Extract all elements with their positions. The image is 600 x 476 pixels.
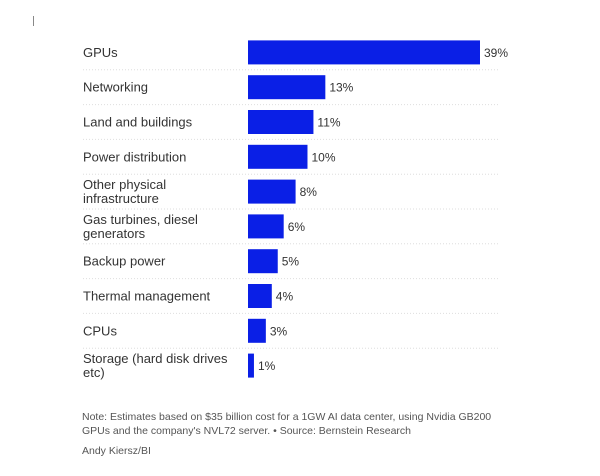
bar (248, 249, 278, 274)
bar (248, 284, 272, 308)
bar (248, 110, 314, 134)
bar (248, 144, 308, 169)
category-label: GPUs (83, 45, 118, 60)
value-label: 8% (300, 185, 318, 199)
bar (248, 318, 266, 343)
value-label: 4% (276, 290, 294, 304)
bar-chart: GPUs 39% Networking 13% Land and buildings 11… (83, 40, 508, 380)
category-label: Backup power (83, 254, 166, 269)
category-label: Storage (hard disk drives etc) (83, 351, 228, 380)
bar (248, 40, 480, 65)
category-label: CPUs (83, 323, 117, 338)
value-label: 5% (282, 255, 300, 269)
category-label: Gas turbines, diesel generators (83, 212, 198, 241)
value-label: 13% (329, 81, 353, 95)
value-label: 11% (317, 116, 340, 130)
value-label: 10% (311, 150, 335, 164)
value-label: 1% (258, 359, 276, 373)
category-label: Power distribution (83, 149, 186, 164)
category-label: Thermal management (83, 289, 211, 304)
value-label: 6% (288, 220, 306, 234)
value-label: 39% (484, 46, 508, 60)
value-label: 3% (270, 324, 288, 338)
category-label: Other physical infrastructure (83, 177, 166, 206)
bar (248, 214, 284, 239)
bar (248, 75, 326, 100)
category-label: Land and buildings (83, 115, 193, 130)
bar (248, 353, 254, 378)
chart-credit: Andy Kiersz/BI (82, 445, 151, 457)
bar (248, 179, 296, 204)
chart-note: Note: Estimates based on $35 billion cos… (82, 411, 492, 437)
corner-tick-mark (33, 16, 34, 26)
category-label: Networking (83, 80, 148, 95)
